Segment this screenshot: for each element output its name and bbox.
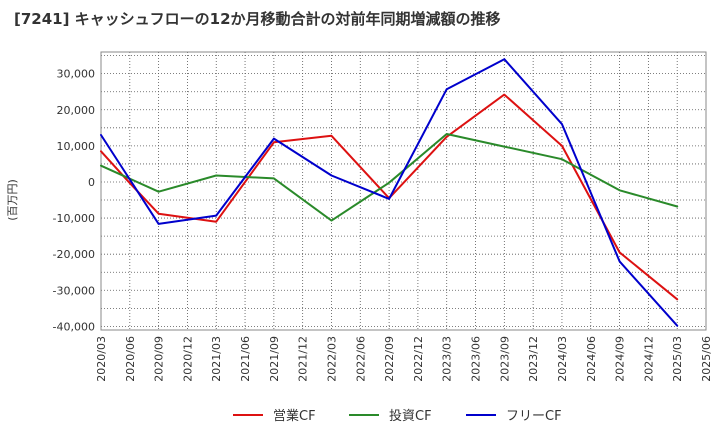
legend: 営業CF 投資CF フリーCF bbox=[233, 408, 562, 424]
x-tick-label: 2020/06 bbox=[124, 336, 137, 382]
x-tick-label: 2024/06 bbox=[585, 336, 598, 382]
x-tick-label: 2020/09 bbox=[153, 336, 166, 382]
legend-label: フリーCF bbox=[506, 409, 562, 424]
x-tick-label: 2021/09 bbox=[268, 336, 281, 382]
x-tick-label: 2023/06 bbox=[470, 336, 483, 382]
legend-label: 営業CF bbox=[273, 408, 316, 424]
x-tick-label: 2022/03 bbox=[325, 336, 338, 382]
x-tick-label: 2020/12 bbox=[181, 336, 194, 382]
x-tick-label: 2023/03 bbox=[441, 336, 454, 382]
y-tick-label: 30,000 bbox=[57, 68, 96, 81]
grid bbox=[100, 52, 707, 330]
x-tick-label: 2021/06 bbox=[239, 336, 252, 382]
series-group bbox=[100, 58, 679, 327]
y-tick-label: -40,000 bbox=[53, 320, 95, 333]
y-tick-label: -10,000 bbox=[53, 212, 95, 225]
plot-frame bbox=[100, 51, 707, 331]
y-tick-label: -20,000 bbox=[53, 248, 95, 261]
x-tick-label: 2020/03 bbox=[95, 336, 108, 382]
y-tick-label: 0 bbox=[88, 176, 95, 189]
x-tick-label: 2022/12 bbox=[412, 336, 425, 382]
series-line-3 bbox=[100, 58, 679, 327]
x-tick-label: 2023/09 bbox=[498, 336, 511, 382]
y-axis-label: (百万円) bbox=[6, 179, 19, 221]
x-tick-label: 2024/03 bbox=[556, 336, 569, 382]
axes: 30,000 20,000 10,000 0 -10,000 -20,000 -30,000… bbox=[53, 51, 713, 382]
x-tick-label: 2022/09 bbox=[383, 336, 396, 382]
x-tick-label: 2022/06 bbox=[354, 336, 367, 382]
x-tick-label: 2024/09 bbox=[614, 336, 627, 382]
y-tick-label: -30,000 bbox=[53, 284, 95, 297]
y-tick-label: 20,000 bbox=[57, 104, 96, 117]
x-tick-label: 2024/12 bbox=[642, 336, 655, 382]
x-tick-label: 2023/12 bbox=[527, 336, 540, 382]
chart-title: [7241] キャッシュフローの12か月移動合計の対前年同期増減額の推移 bbox=[14, 10, 501, 28]
y-tick-label: 10,000 bbox=[57, 140, 96, 153]
x-tick-label: 2021/12 bbox=[297, 336, 310, 382]
legend-label: 投資CF bbox=[389, 408, 432, 424]
x-tick-label: 2025/03 bbox=[671, 336, 684, 382]
series-line-2 bbox=[100, 133, 679, 222]
x-tick-label: 2025/06 bbox=[700, 336, 713, 382]
x-tick-label: 2021/03 bbox=[210, 336, 223, 382]
